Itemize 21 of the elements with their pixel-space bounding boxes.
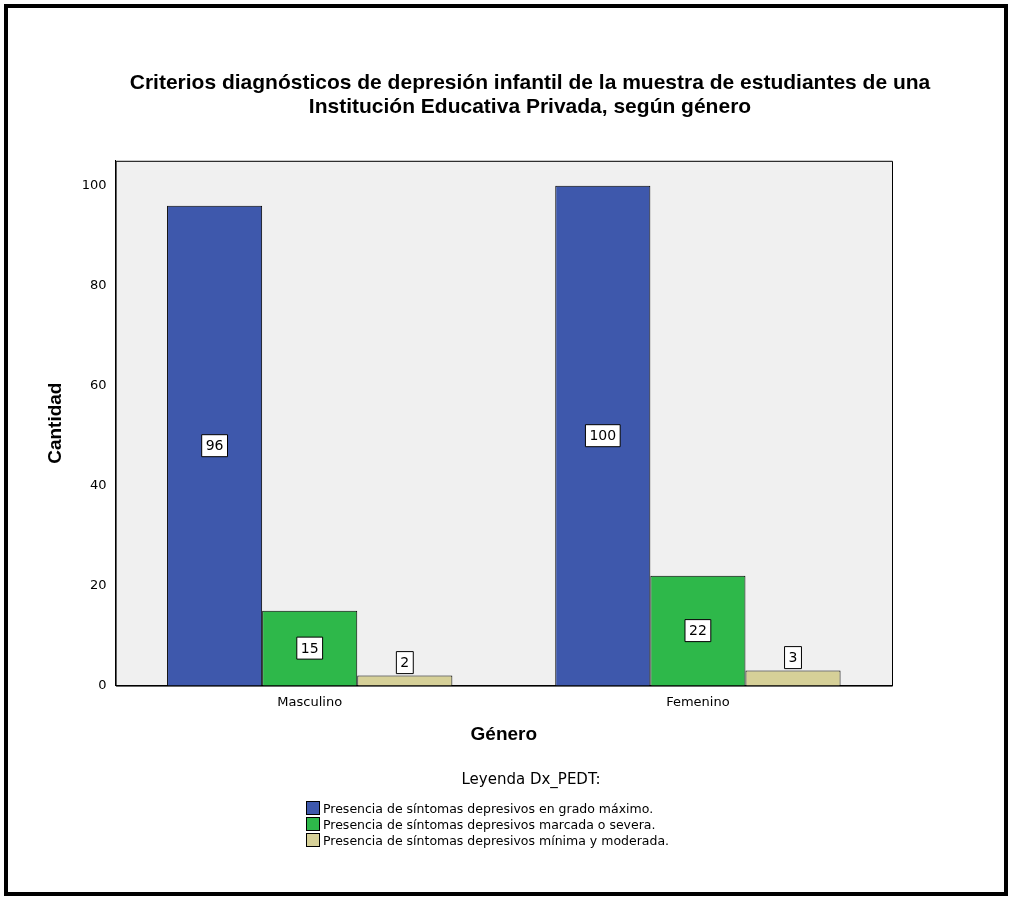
- legend-label: Presencia de síntomas depresivos mínima y moderada.: [323, 832, 670, 848]
- x-tick-label: Femenino: [666, 693, 730, 709]
- y-tick-label: 40: [90, 477, 107, 493]
- x-axis-title: Género: [470, 722, 538, 744]
- x-tick-label: Masculino: [277, 693, 343, 709]
- data-label: 96: [205, 437, 224, 454]
- y-axis-title: Cantidad: [43, 382, 65, 464]
- y-tick-label: 100: [81, 177, 107, 193]
- data-label: 15: [300, 639, 319, 656]
- data-label: 3: [788, 649, 798, 666]
- y-tick-label: 0: [98, 676, 107, 692]
- data-label: 100: [589, 427, 617, 444]
- y-tick-label: 20: [90, 577, 107, 593]
- legend-label: Presencia de síntomas depresivos marcada o severa.: [323, 816, 656, 832]
- data-label: 2: [400, 654, 410, 671]
- data-label: 22: [688, 622, 707, 639]
- legend-title: Leyenda Dx_PEDT:: [460, 770, 602, 788]
- legend-label: Presencia de síntomas depresivos en grado máximo.: [323, 800, 654, 816]
- chart-title: Criterios diagnósticos de depresión infantil de la muestra de estudiantes de una Institución Educativa Privada, según género: [128, 70, 932, 118]
- y-tick-label: 60: [90, 377, 107, 393]
- y-tick-label: 80: [90, 277, 107, 293]
